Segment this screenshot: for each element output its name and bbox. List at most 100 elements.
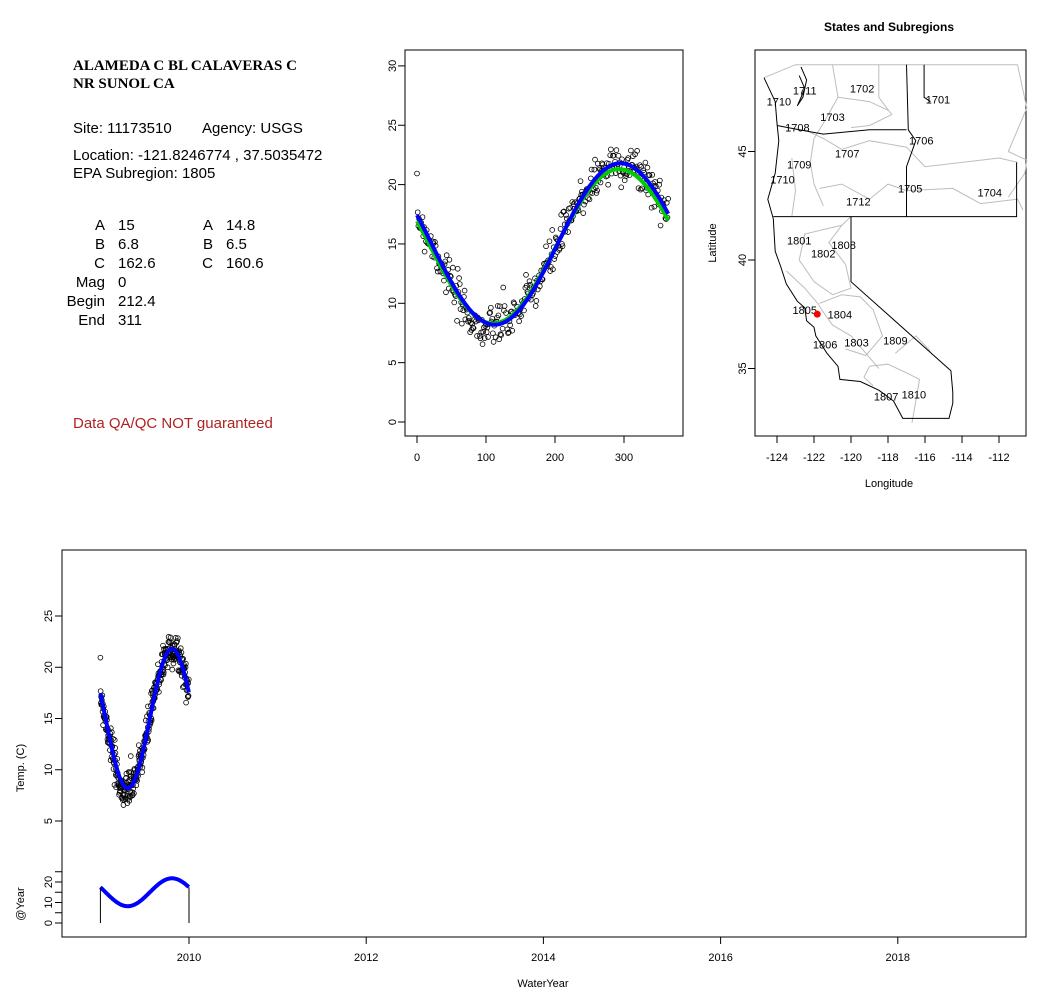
data-point: [124, 792, 130, 799]
param-value: 6.5: [226, 236, 247, 253]
subregion-boundary: [785, 270, 880, 369]
data-point: [511, 300, 518, 307]
data-point: [131, 790, 137, 797]
data-point: [164, 664, 171, 671]
data-point: [613, 147, 620, 153]
map-xlabel: Longitude: [865, 478, 913, 490]
x-tick-label: 2012: [354, 952, 378, 964]
subregion-boundary: [804, 129, 1018, 168]
station-name-line2: NR SUNOL CA: [73, 76, 175, 92]
data-point: [585, 195, 591, 202]
info-panel: ALAMEDA C BL CALAVERAS C NR SUNOL CA Sit…: [67, 58, 323, 432]
map-ylabel: Latitude: [707, 223, 719, 262]
subregion-boundary: [850, 64, 893, 129]
year-y-tick-label: 0: [43, 920, 55, 926]
param-label: C: [94, 255, 105, 272]
y-tick-label: 10: [387, 297, 399, 309]
data-point: [494, 303, 501, 309]
data-point: [625, 155, 631, 161]
epa-subregion: EPA Subregion: 1805: [73, 165, 215, 182]
data-point: [421, 248, 428, 255]
param-value: 6.8: [118, 236, 139, 253]
param-label: B: [203, 236, 213, 253]
data-point: [588, 166, 595, 173]
data-point: [547, 268, 553, 274]
subregion-boundary: [863, 366, 874, 387]
data-point: [591, 166, 598, 173]
site-marker: [813, 310, 821, 318]
subregion-label: 1706: [909, 136, 933, 148]
data-point: [505, 329, 512, 336]
x-tick-label: 300: [615, 452, 633, 464]
annual-scatter-plot: 0 100 200 300 0 5 10 15 20 25 30: [387, 49, 684, 464]
data-point: [550, 266, 556, 273]
y-tick-label: 5: [43, 818, 55, 824]
data-point: [451, 299, 458, 306]
lon-tick-label: -120: [840, 452, 862, 464]
data-point: [111, 737, 118, 743]
data-point: [174, 638, 180, 644]
data-point: [656, 181, 662, 188]
site-id: Site: 11173510: [73, 120, 172, 137]
param-value: 311: [118, 312, 142, 329]
data-point: [459, 320, 465, 327]
data-point: [657, 177, 663, 184]
state-border: [773, 162, 1018, 218]
annual-fit-curve: [99, 876, 191, 909]
param-label: A: [203, 217, 213, 234]
plot-frame: [404, 49, 684, 437]
data-point: [523, 272, 529, 278]
data-point: [597, 179, 604, 186]
param-label: B: [95, 236, 105, 253]
subregion-boundary: [837, 96, 889, 111]
year-y-tick-label: 20: [43, 876, 55, 888]
param-label: A: [95, 217, 105, 234]
state-border: [906, 64, 917, 217]
agency: Agency: USGS: [202, 120, 303, 137]
param-label: C: [202, 255, 213, 272]
station-name-line1: ALAMEDA C BL CALAVERAS C: [73, 58, 297, 74]
param-label: Begin: [67, 293, 105, 310]
data-point: [594, 187, 600, 194]
data-point: [414, 170, 420, 177]
lat-tick-label: 45: [737, 145, 749, 157]
data-point: [175, 635, 181, 641]
subregion-label: 1705: [898, 183, 922, 195]
subregion-label: 1802: [811, 248, 835, 260]
data-point: [592, 156, 598, 163]
state-border: [923, 64, 931, 103]
fit-curve-blue: [98, 646, 191, 791]
data-point: [456, 275, 462, 281]
state-border: [776, 125, 907, 135]
data-point: [486, 310, 493, 316]
data-point: [185, 692, 192, 699]
data-point: [589, 190, 596, 196]
y-tick-label: 25: [387, 119, 399, 131]
data-point: [135, 742, 142, 748]
data-point: [523, 282, 530, 289]
subregion-label: 1701: [926, 94, 950, 106]
data-point: [485, 334, 491, 340]
data-point: [546, 238, 553, 245]
disclaimer: Data QA/QC NOT guaranteed: [73, 415, 273, 432]
data-point: [450, 264, 456, 271]
y-tick-label: 30: [387, 60, 399, 72]
data-point: [518, 313, 524, 319]
data-point: [145, 703, 151, 710]
data-point: [563, 212, 569, 218]
subregion-map: States and Subregions Longitude Latitude…: [707, 20, 1028, 490]
data-point: [454, 265, 461, 272]
data-point: [460, 307, 467, 314]
data-point: [434, 268, 441, 275]
data-point: [533, 298, 540, 304]
data-point: [581, 201, 587, 208]
data-point: [649, 172, 656, 178]
subregion-boundary: [809, 138, 824, 206]
y-tick-label: 20: [387, 178, 399, 190]
param-label: Mag: [76, 274, 105, 291]
data-point: [644, 164, 651, 171]
data-point: [543, 243, 549, 250]
data-point: [127, 753, 134, 759]
